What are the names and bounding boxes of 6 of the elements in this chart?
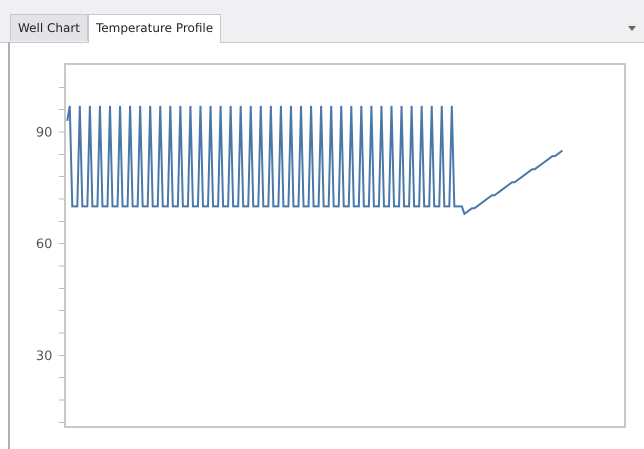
y-tick-label: 30 — [36, 348, 52, 364]
y-tick-label: 90 — [36, 126, 52, 141]
text: Temperature Profile — [88, 14, 222, 43]
y-tick-label: 60 — [36, 237, 52, 252]
line-series — [66, 104, 564, 215]
text: Well Chart — [10, 14, 88, 41]
